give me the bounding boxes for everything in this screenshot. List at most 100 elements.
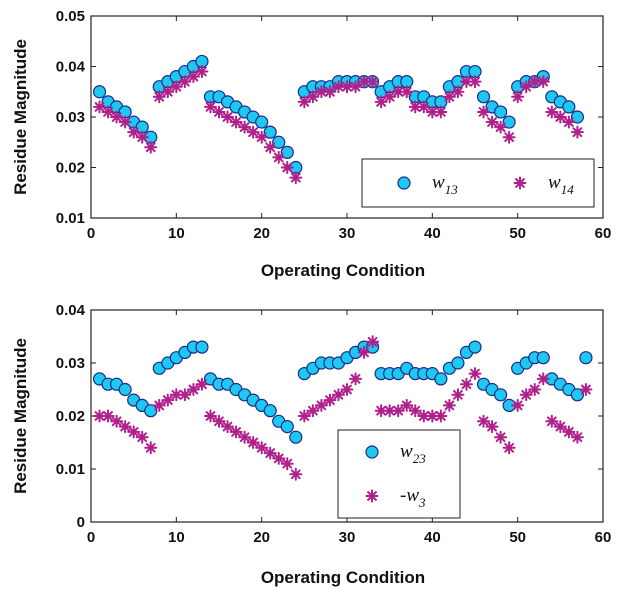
data-point xyxy=(570,388,585,402)
y-tick-label: 0 xyxy=(77,514,85,531)
data-point xyxy=(110,110,124,124)
data-point xyxy=(306,90,320,104)
data-point xyxy=(323,393,337,407)
data-point xyxy=(579,383,593,396)
data-point xyxy=(135,130,149,144)
data-point xyxy=(494,120,508,134)
data-point xyxy=(306,404,320,418)
legend-label: w13 xyxy=(432,172,458,197)
legend-marker xyxy=(365,445,379,459)
data-point xyxy=(434,372,448,386)
legend-label: w14 xyxy=(548,172,574,197)
data-point xyxy=(494,105,508,119)
data-point xyxy=(93,409,107,423)
data-point xyxy=(229,425,243,439)
data-point xyxy=(485,115,499,129)
data-point xyxy=(161,393,175,407)
data-point xyxy=(391,85,405,99)
data-point xyxy=(195,377,209,391)
data-point xyxy=(349,80,363,94)
data-point xyxy=(169,388,183,402)
data-point xyxy=(528,383,542,396)
data-point xyxy=(229,115,243,129)
data-point xyxy=(442,398,456,412)
data-point xyxy=(93,100,107,114)
data-point xyxy=(118,115,132,129)
y-tick-label: 0.03 xyxy=(56,355,85,372)
data-point xyxy=(417,409,431,423)
x-axis-label: Operating Condition xyxy=(261,568,425,587)
data-point xyxy=(391,404,405,418)
data-point xyxy=(263,404,277,418)
data-point xyxy=(545,105,559,119)
data-point xyxy=(536,351,550,365)
data-point xyxy=(579,351,593,365)
data-point xyxy=(417,100,431,114)
legend-marker xyxy=(513,176,527,190)
data-point xyxy=(331,388,345,402)
y-tick-label: 0.02 xyxy=(56,160,85,177)
data-point xyxy=(400,398,414,412)
series-w14 xyxy=(93,65,584,185)
data-point xyxy=(186,383,200,396)
data-point xyxy=(212,414,226,428)
data-point xyxy=(127,125,141,139)
data-point xyxy=(494,388,508,402)
data-point xyxy=(161,85,175,99)
data-point xyxy=(221,110,235,124)
data-point xyxy=(297,409,311,423)
y-tick-label: 0.01 xyxy=(56,210,85,227)
data-point xyxy=(562,100,576,114)
data-point xyxy=(536,372,550,386)
data-point xyxy=(357,345,371,359)
x-tick-label: 0 xyxy=(87,529,95,546)
data-point xyxy=(255,115,269,129)
legend-label: w23 xyxy=(400,441,426,466)
data-point xyxy=(195,65,209,79)
data-point xyxy=(383,404,397,418)
legend: w13 w14 xyxy=(361,158,595,208)
data-point xyxy=(357,75,371,89)
x-tick-label: 40 xyxy=(424,529,441,546)
x-tick-label: 50 xyxy=(509,225,526,242)
data-point xyxy=(101,105,115,119)
data-point xyxy=(374,95,388,109)
x-tick-label: 40 xyxy=(424,225,441,242)
y-tick-label: 0.05 xyxy=(56,8,85,25)
data-point xyxy=(255,441,269,455)
data-point xyxy=(340,383,354,396)
y-axis-label: Residue Magnitude xyxy=(11,338,30,494)
data-point xyxy=(280,457,294,471)
series--w3 xyxy=(93,335,593,481)
y-tick-label: 0.02 xyxy=(56,408,85,425)
data-point xyxy=(383,90,397,104)
data-point xyxy=(110,414,124,428)
data-point xyxy=(553,110,567,124)
data-point xyxy=(562,425,576,439)
data-point xyxy=(92,85,107,99)
data-point xyxy=(203,100,217,114)
data-point xyxy=(280,420,294,434)
data-point xyxy=(408,404,422,418)
data-point xyxy=(263,446,277,460)
x-axis-label: Operating Condition xyxy=(261,261,425,280)
data-point xyxy=(451,85,465,99)
data-point xyxy=(289,467,303,481)
data-point xyxy=(511,90,525,104)
data-point xyxy=(323,85,337,99)
data-point xyxy=(570,110,585,124)
data-point xyxy=(314,398,328,412)
data-point xyxy=(434,105,448,119)
x-tick-label: 10 xyxy=(168,225,185,242)
data-point xyxy=(536,75,550,89)
data-point xyxy=(186,70,200,84)
data-point xyxy=(144,441,158,455)
data-point xyxy=(502,115,516,129)
data-point xyxy=(485,420,499,434)
data-point xyxy=(434,409,448,423)
data-point xyxy=(349,372,363,386)
data-point xyxy=(280,161,294,174)
data-point xyxy=(511,398,525,412)
x-tick-label: 20 xyxy=(253,225,270,242)
